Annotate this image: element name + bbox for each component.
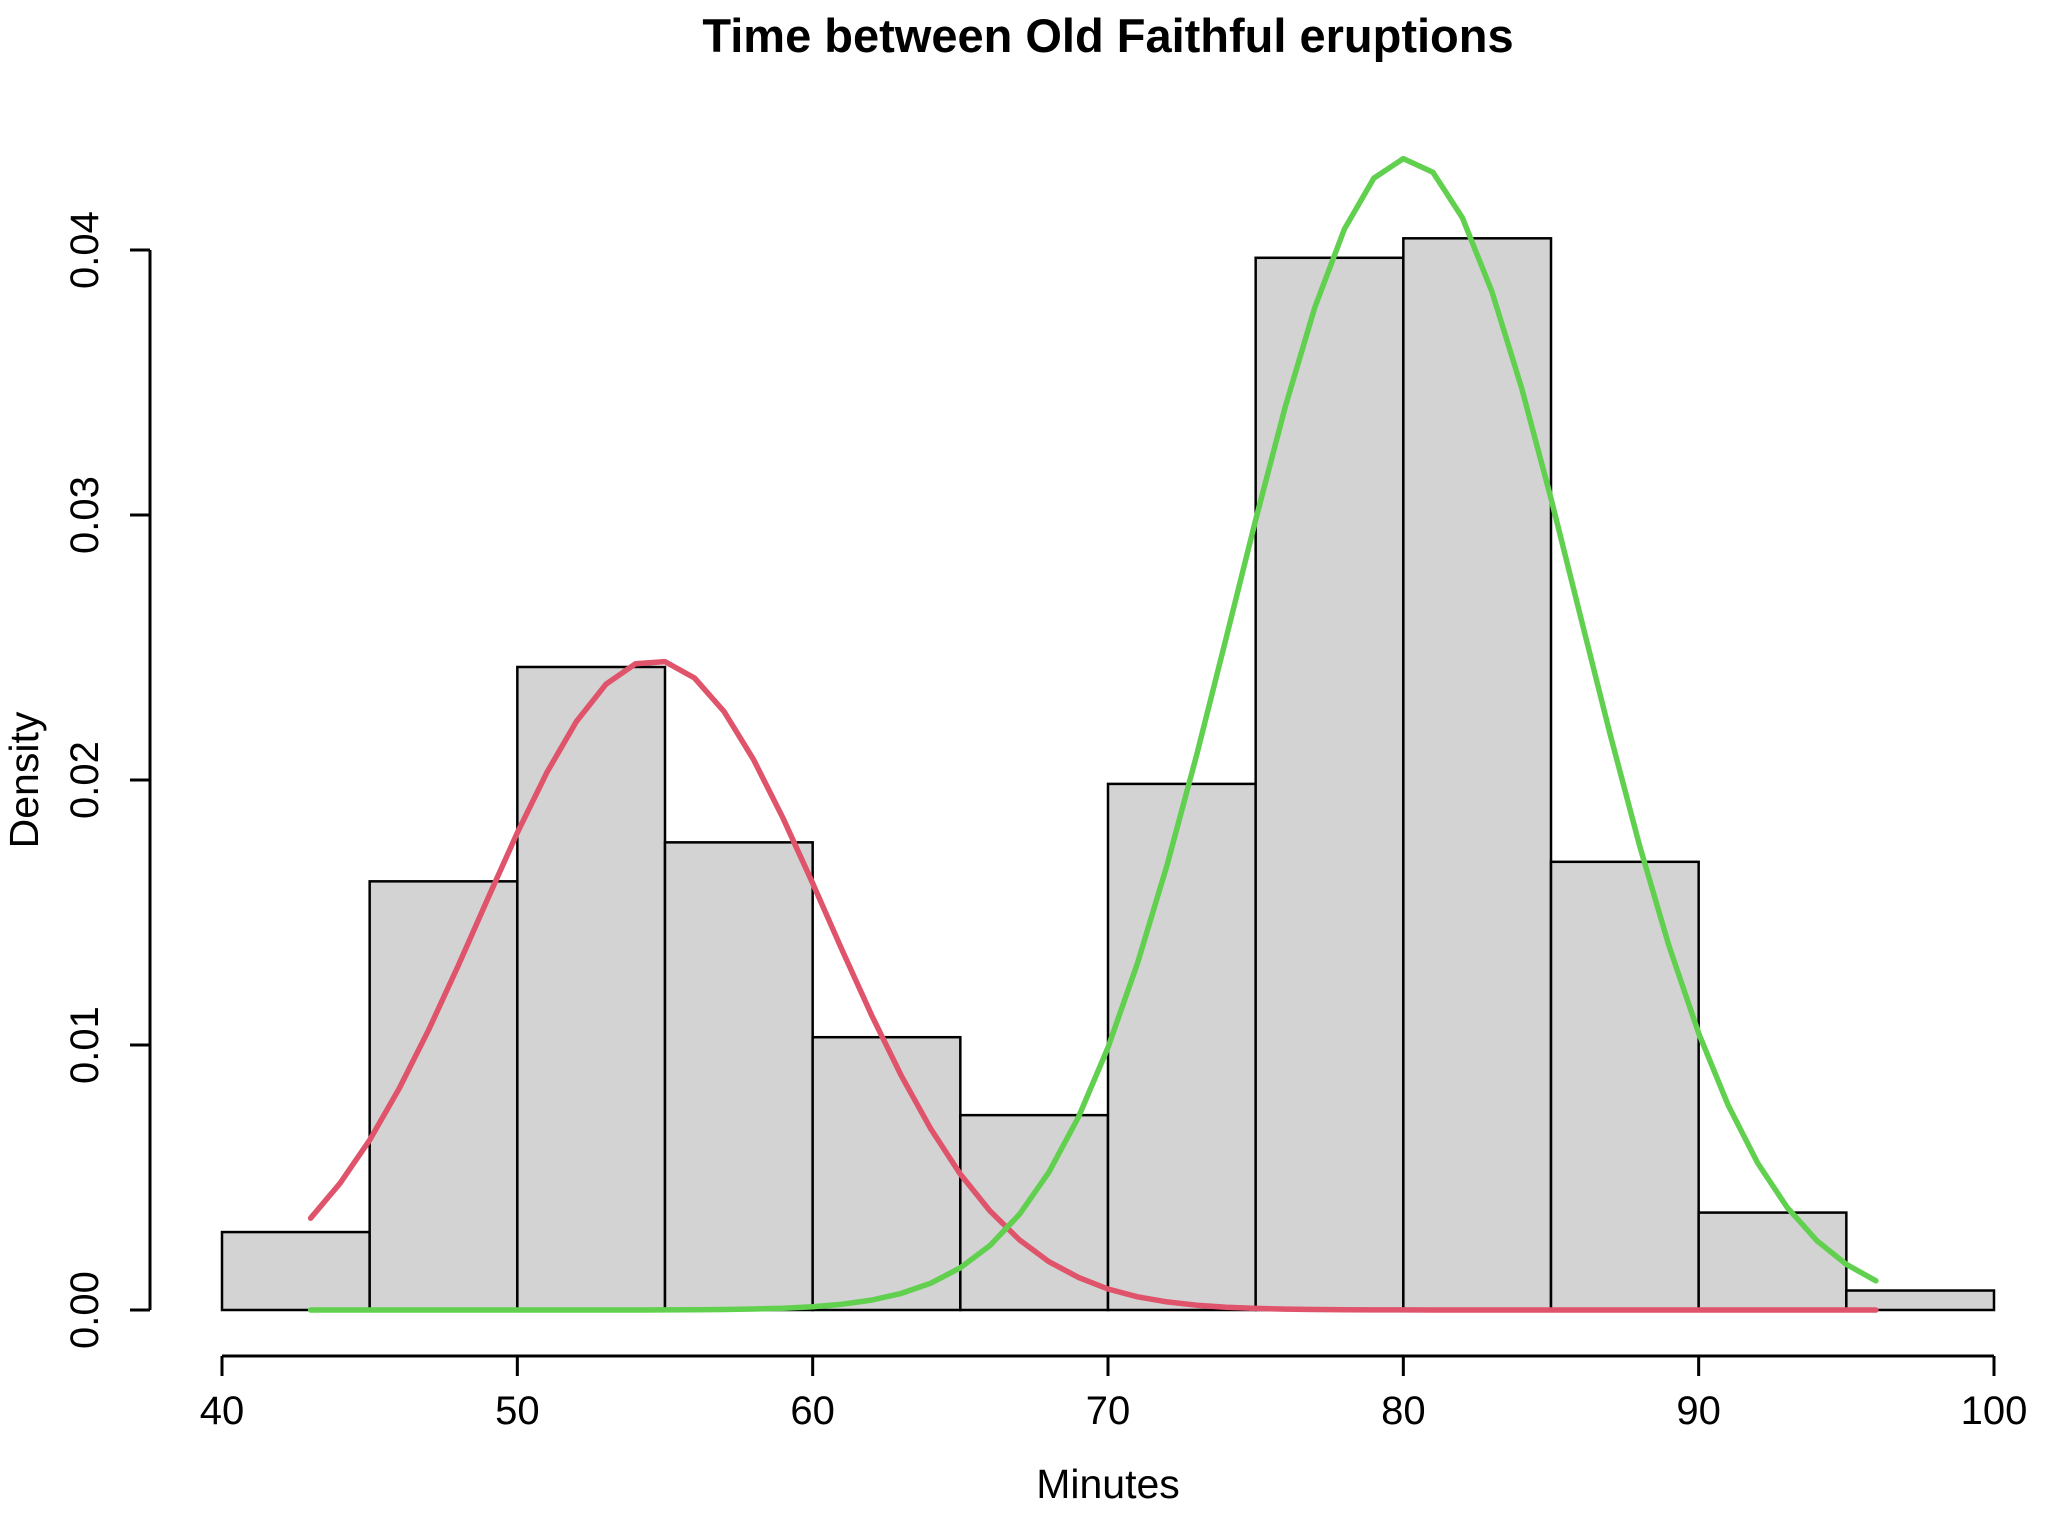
y-tick-label: 0.01: [63, 1006, 107, 1084]
histogram-bar: [663, 841, 814, 1312]
x-tick-label: 70: [1086, 1389, 1131, 1433]
x-axis-label: Minutes: [1036, 1461, 1180, 1507]
y-tick-label: 0.00: [63, 1271, 107, 1349]
chart-title: Time between Old Faithful eruptions: [702, 9, 1513, 62]
histogram-bar: [1254, 256, 1405, 1312]
y-axis: 0.00 0.01 0.02 0.03 0.04: [63, 211, 152, 1349]
histogram-bar: [1697, 1211, 1848, 1312]
x-tick-label: 100: [1961, 1389, 2028, 1433]
histogram-bar: [368, 880, 519, 1312]
histogram-bar: [1106, 782, 1257, 1312]
histogram-bars: [220, 237, 1996, 1312]
density-curve-right-green: [307, 155, 1879, 1313]
y-tick-label: 0.02: [63, 741, 107, 819]
x-tick-label: 50: [495, 1389, 540, 1433]
y-tick-label: 0.03: [63, 476, 107, 554]
x-tick-label: 40: [200, 1389, 245, 1433]
density-curve-left-red: [307, 658, 1879, 1313]
histogram-bar: [1549, 860, 1700, 1312]
histogram-bar: [811, 1035, 962, 1312]
x-tick-label: 60: [790, 1389, 835, 1433]
histogram-bar: [516, 665, 667, 1312]
y-axis-label: Density: [1, 711, 47, 848]
histogram-bar: [220, 1230, 371, 1312]
y-tick-label: 0.04: [63, 211, 107, 289]
histogram-bar: [1845, 1289, 1996, 1312]
x-axis: 40 50 60 70 80 90 100: [200, 1354, 2028, 1433]
x-tick-label: 90: [1676, 1389, 1721, 1433]
x-tick-label: 80: [1381, 1389, 1426, 1433]
histogram-bar: [1402, 237, 1553, 1312]
density-curves: [307, 155, 1879, 1313]
